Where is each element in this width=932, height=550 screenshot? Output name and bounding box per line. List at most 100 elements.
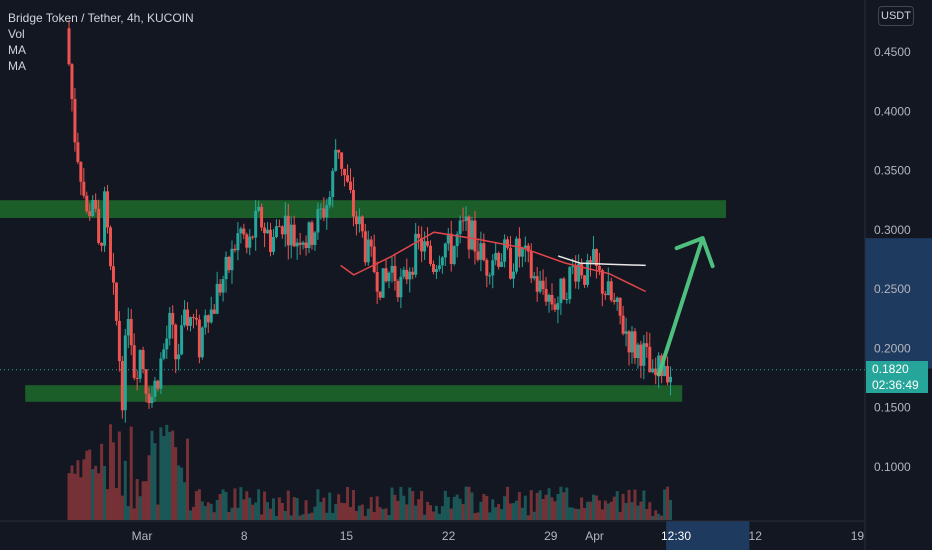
price-tick-label: 0.1500	[874, 401, 911, 415]
candle-body	[147, 393, 151, 404]
candle-body	[132, 345, 136, 378]
candle-body	[627, 331, 631, 353]
volume-bar	[103, 466, 107, 520]
volume-bar	[511, 503, 515, 520]
volume-bar	[174, 447, 178, 520]
time-tick-label: 19	[851, 529, 865, 543]
candle-body	[541, 280, 545, 289]
volume-bar	[636, 505, 640, 520]
candle-body	[420, 237, 424, 252]
volume-bar	[387, 515, 391, 520]
volume-bar	[488, 512, 492, 520]
volume-indicator-label[interactable]: Vol	[8, 27, 25, 41]
volume-bar	[390, 487, 394, 520]
volume-bar	[464, 486, 468, 520]
candle-body	[437, 265, 441, 270]
volume-bar	[257, 489, 261, 520]
price-tick-label: 0.2500	[874, 282, 911, 296]
volume-bar	[203, 506, 207, 520]
price-axis: 0.4500 0.4000 0.3500 0.3000 0.2500 0.2000 0.15…	[874, 45, 911, 474]
volume-bar	[360, 504, 364, 520]
candle-body	[85, 195, 89, 212]
ma-indicator-label-1[interactable]: MA	[8, 43, 26, 57]
volume-bar	[328, 492, 332, 520]
symbol-title[interactable]: Bridge Token / Tether, 4h, KUCOIN	[8, 11, 194, 25]
candle-body	[97, 208, 101, 243]
volume-bar	[491, 499, 495, 520]
ma-indicator-label-2[interactable]: MA	[8, 59, 26, 73]
candle-body	[452, 246, 456, 264]
volume-bar	[186, 438, 190, 520]
candle-body	[547, 294, 551, 302]
candle-body	[458, 220, 462, 235]
volume-bar	[343, 503, 347, 520]
volume-bar	[251, 504, 255, 520]
candle-body	[523, 245, 527, 249]
candle-body	[449, 233, 453, 264]
candle-body	[559, 278, 563, 304]
candle-body	[103, 191, 107, 246]
candle-body	[129, 319, 133, 346]
candle-body	[565, 299, 569, 301]
volume-bar	[571, 507, 575, 520]
volume-bar	[437, 513, 441, 520]
volume-bar	[366, 508, 370, 520]
candle-body	[369, 239, 373, 247]
volume-bar	[188, 510, 192, 520]
moving-average-line-1	[340, 231, 647, 293]
volume-bar	[156, 504, 160, 520]
volume-bar	[621, 493, 625, 520]
volume-bar	[562, 492, 566, 520]
candle-body	[402, 269, 406, 277]
volume-bar	[402, 495, 406, 520]
candle-body	[387, 272, 391, 282]
volume-bar	[91, 469, 95, 520]
volume-bar	[657, 513, 661, 520]
resistance-zone	[0, 200, 726, 218]
volume-bar	[458, 498, 462, 520]
candle-body	[506, 239, 510, 248]
volume-bar	[449, 508, 453, 520]
support-resistance-zones	[0, 200, 726, 402]
volume-bar	[583, 507, 587, 520]
volume-bar	[476, 512, 480, 520]
volume-bar	[144, 481, 148, 520]
volume-bar	[669, 499, 673, 520]
candle-body	[348, 181, 352, 190]
volume-bar	[212, 512, 216, 520]
candle-body	[642, 343, 646, 366]
candle-body	[322, 208, 326, 218]
volume-bar	[494, 507, 498, 520]
candle-body	[408, 271, 412, 280]
volume-bar	[482, 494, 486, 520]
candle-body	[73, 99, 77, 143]
candle-body	[586, 260, 590, 285]
candle-body	[606, 281, 610, 296]
volume-bar	[334, 504, 338, 520]
candle-body	[526, 245, 530, 252]
volume-bar	[141, 481, 145, 520]
volume-bar	[470, 492, 474, 520]
volume-bar	[603, 500, 607, 520]
volume-bar	[79, 477, 83, 520]
volume-bar	[550, 497, 554, 520]
volume-bar	[609, 501, 613, 520]
candle-body	[236, 233, 240, 251]
candle-body	[577, 263, 581, 282]
currency-button[interactable]: USDT	[878, 6, 914, 26]
candle-body	[511, 271, 515, 279]
candle-body	[230, 248, 234, 271]
candle-body	[316, 209, 320, 233]
candle-body	[191, 317, 195, 319]
candle-body	[266, 229, 270, 234]
volume-bar	[280, 503, 284, 520]
volume-bar	[618, 511, 622, 520]
candle-body	[363, 231, 367, 263]
candle-body	[384, 268, 388, 282]
volume-bar	[304, 500, 308, 520]
candle-body	[488, 275, 492, 277]
candle-body	[94, 200, 98, 209]
candle-body	[529, 251, 533, 279]
volume-bar	[363, 515, 367, 520]
